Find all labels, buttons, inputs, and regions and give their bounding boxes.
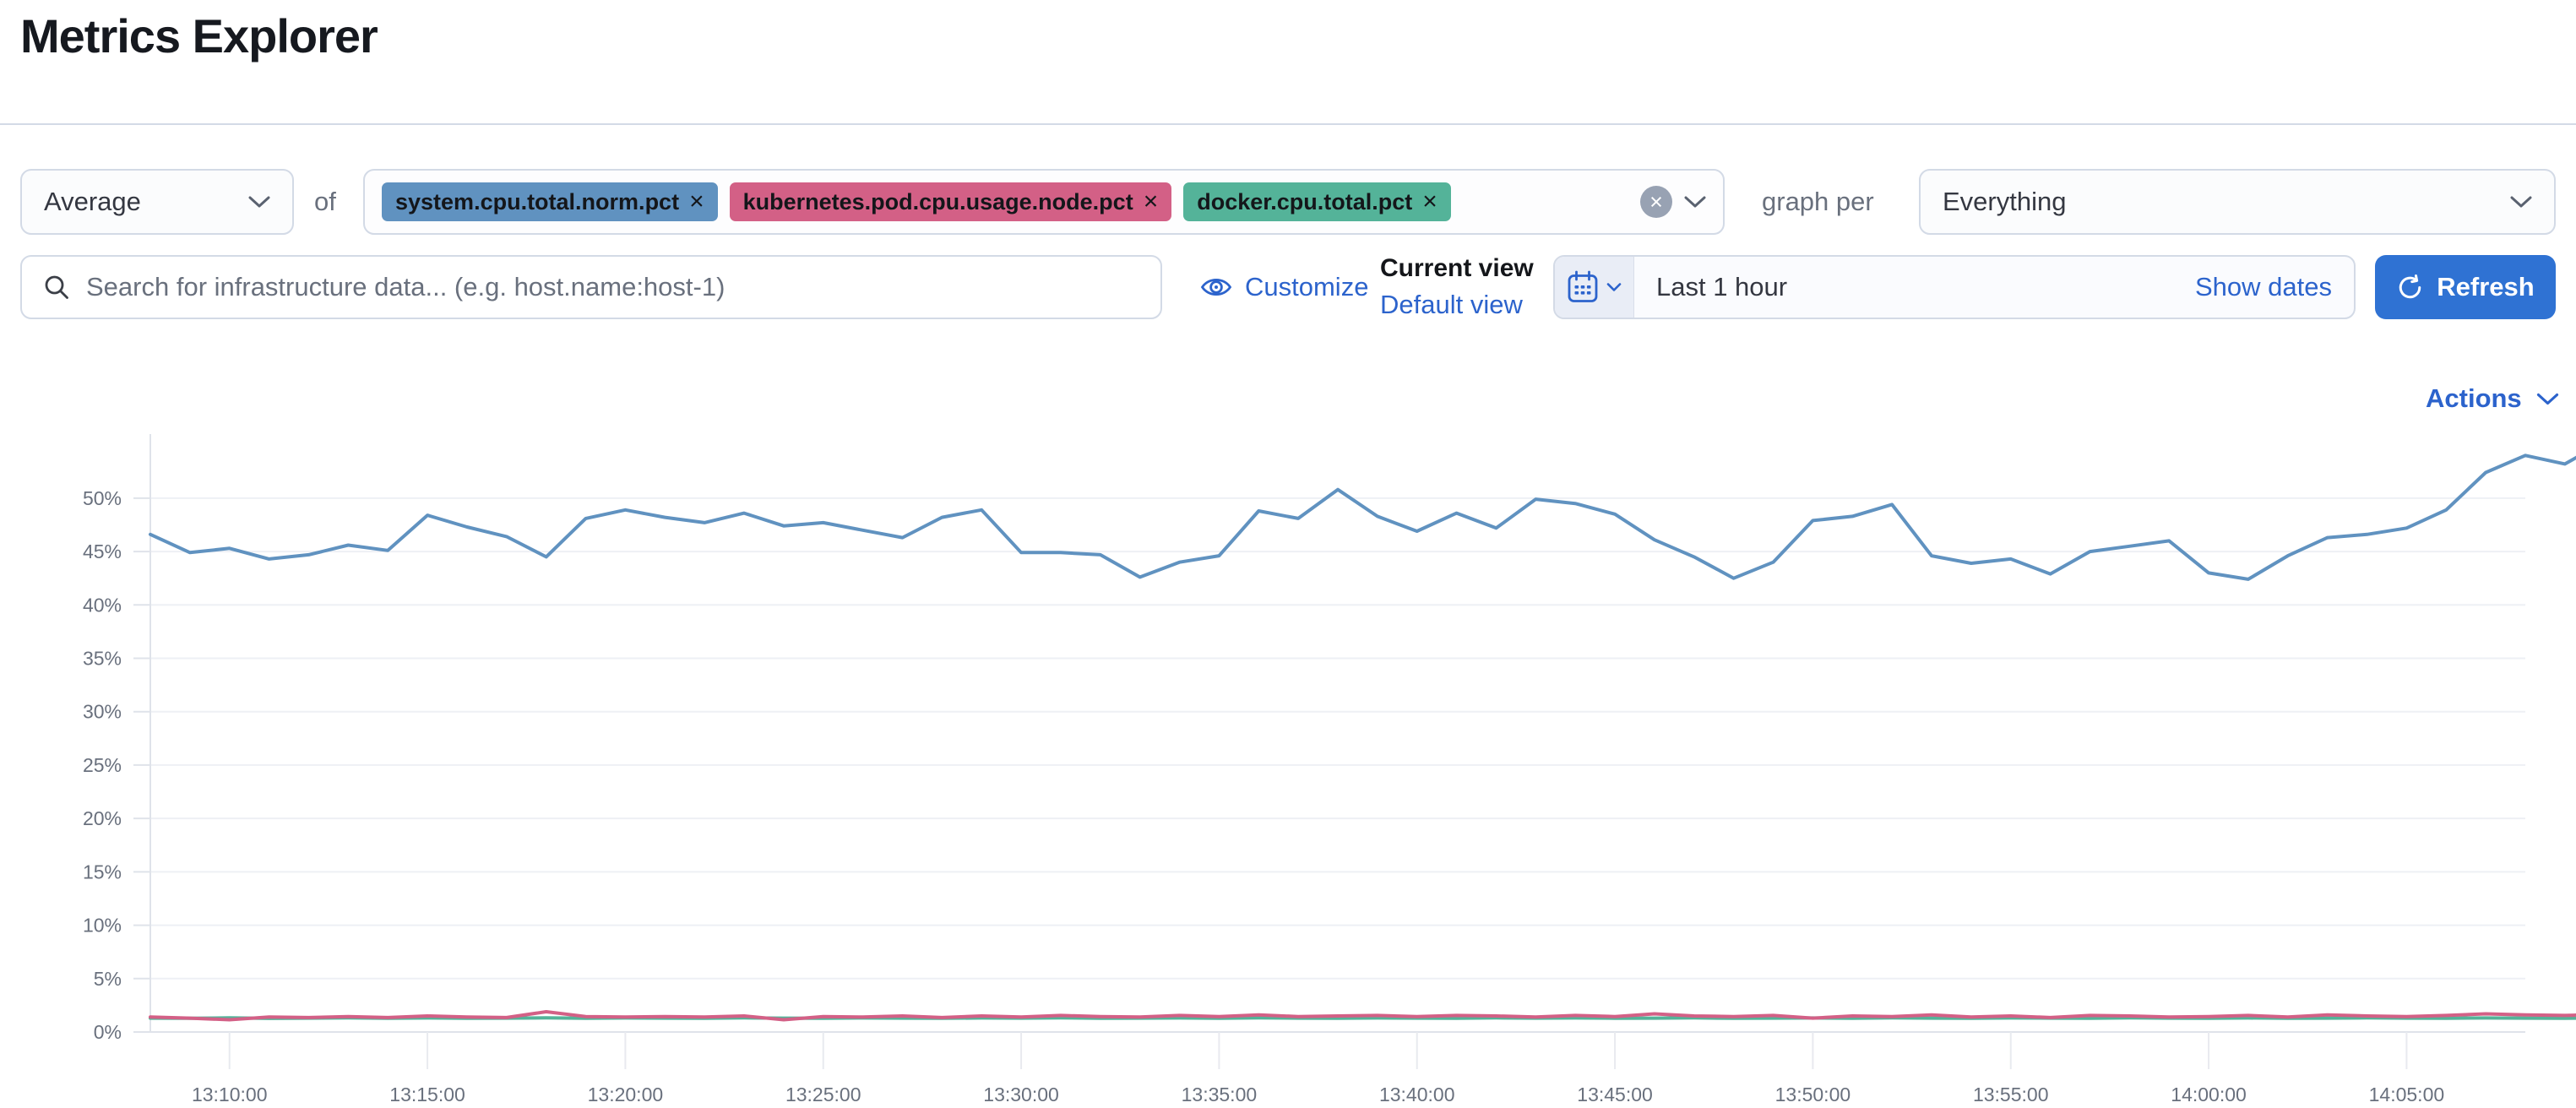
- y-axis-label: 35%: [83, 648, 122, 670]
- remove-metric-icon[interactable]: ×: [1143, 187, 1159, 215]
- aggregation-select-value: Average: [44, 187, 141, 216]
- eye-icon: [1199, 274, 1233, 301]
- y-axis-label: 5%: [94, 968, 122, 990]
- y-axis-label: 0%: [94, 1021, 122, 1043]
- group-by-select[interactable]: Everything: [1919, 169, 2556, 235]
- y-axis-label: 45%: [83, 540, 122, 562]
- series-line-system.cpu.total.norm.pct: [149, 454, 2576, 581]
- of-label: of: [314, 187, 336, 216]
- chevron-down-icon: [248, 195, 270, 209]
- metric-tag[interactable]: docker.cpu.total.pct ×: [1183, 182, 1451, 221]
- search-bar[interactable]: [20, 255, 1162, 319]
- clear-metrics-icon[interactable]: ×: [1640, 186, 1672, 218]
- actions-menu-button[interactable]: Actions: [2426, 382, 2559, 416]
- remove-metric-icon[interactable]: ×: [689, 187, 704, 215]
- remove-metric-icon[interactable]: ×: [1422, 187, 1437, 215]
- refresh-button[interactable]: Refresh: [2375, 255, 2556, 319]
- chevron-down-icon: [2510, 195, 2532, 209]
- chevron-down-icon[interactable]: [1684, 195, 1706, 209]
- page-title: Metrics Explorer: [20, 9, 378, 62]
- date-quick-select-button[interactable]: [1555, 257, 1634, 318]
- aggregation-select[interactable]: Average: [20, 169, 294, 235]
- calendar-icon: [1567, 270, 1599, 304]
- search-icon: [42, 273, 71, 301]
- y-axis-label: 30%: [83, 701, 122, 723]
- x-axis-label: 14:05:00: [2369, 1084, 2445, 1105]
- metric-tag[interactable]: system.cpu.total.norm.pct ×: [382, 182, 718, 221]
- graph-per-label: graph per: [1762, 187, 1874, 216]
- customize-label: Customize: [1245, 272, 1369, 301]
- refresh-label: Refresh: [2437, 272, 2535, 301]
- customize-button[interactable]: Customize: [1199, 255, 1368, 319]
- metric-tag-label: system.cpu.total.norm.pct: [395, 188, 680, 215]
- search-input[interactable]: [86, 272, 1140, 302]
- x-axis-label: 13:25:00: [785, 1084, 861, 1105]
- x-axis-label: 13:55:00: [1973, 1084, 2049, 1105]
- y-axis-label: 20%: [83, 807, 122, 829]
- group-by-select-value: Everything: [1943, 187, 2067, 216]
- x-axis-label: 13:10:00: [192, 1084, 268, 1105]
- x-axis-label: 13:45:00: [1577, 1084, 1653, 1105]
- default-view-link[interactable]: Default view: [1380, 290, 1523, 319]
- y-axis-label: 10%: [83, 915, 122, 937]
- date-range-value: Last 1 hour: [1656, 272, 1788, 301]
- x-axis-label: 13:50:00: [1775, 1084, 1851, 1105]
- date-range-display[interactable]: Last 1 hour Show dates: [1634, 257, 2354, 318]
- x-axis-label: 13:30:00: [983, 1084, 1059, 1105]
- current-view-label: Current view: [1380, 254, 1534, 282]
- view-selector: Current view Default view: [1380, 253, 1534, 321]
- metrics-combobox[interactable]: system.cpu.total.norm.pct × kubernetes.pod…: [363, 169, 1725, 235]
- x-axis-label: 13:15:00: [389, 1084, 465, 1105]
- chevron-down-icon: [2536, 392, 2559, 406]
- chevron-down-icon: [1606, 282, 1622, 292]
- refresh-icon: [2396, 274, 2424, 301]
- actions-label: Actions: [2426, 383, 2522, 413]
- show-dates-link[interactable]: Show dates: [2195, 272, 2332, 301]
- x-axis-label: 14:00:00: [2171, 1084, 2247, 1105]
- x-axis-label: 13:40:00: [1379, 1084, 1455, 1105]
- y-axis-label: 25%: [83, 754, 122, 776]
- y-axis-label: 50%: [83, 487, 122, 509]
- x-axis-label: 13:20:00: [588, 1084, 664, 1105]
- y-axis-label: 40%: [83, 594, 122, 616]
- series-line-kubernetes.pod.cpu.usage.node.pct: [149, 1010, 2576, 1022]
- metric-tag-list: system.cpu.total.norm.pct × kubernetes.pod…: [382, 182, 1451, 221]
- super-date-picker: Last 1 hour Show dates: [1553, 255, 2356, 319]
- metric-tag-label: kubernetes.pod.cpu.usage.node.pct: [742, 188, 1133, 215]
- metric-tag-label: docker.cpu.total.pct: [1197, 188, 1413, 215]
- metric-tag[interactable]: kubernetes.pod.cpu.usage.node.pct ×: [729, 182, 1172, 221]
- y-axis-label: 15%: [83, 861, 122, 883]
- header-divider: [0, 123, 2576, 125]
- x-axis-label: 13:35:00: [1182, 1084, 1258, 1105]
